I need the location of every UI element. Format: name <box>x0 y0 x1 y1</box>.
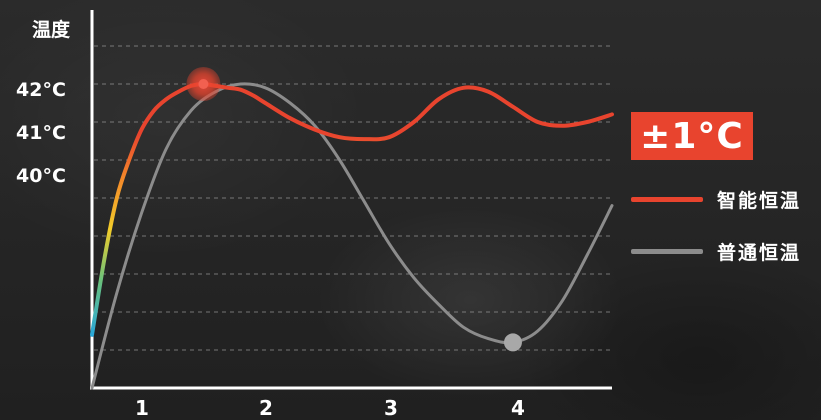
legend-item-smart: 智能恒温 <box>631 186 801 213</box>
legend-label-smart: 智能恒温 <box>717 190 802 212</box>
legend-item-normal: 普通恒温 <box>631 238 801 265</box>
x-tick-label-2: 2 <box>259 396 273 420</box>
legend-line-smart <box>631 197 703 202</box>
marker-normal-trough <box>503 333 522 352</box>
series-line-normal <box>90 82 614 390</box>
y-tick-label-40: 40°C <box>16 165 66 187</box>
grid-lines <box>94 45 612 351</box>
y-tick-label-42: 42°C <box>16 79 66 101</box>
legend-line-normal <box>631 249 703 254</box>
y-axis-label: 温度 <box>32 19 71 41</box>
series-line-smart <box>90 82 614 337</box>
x-tick-label-1: 1 <box>135 396 149 420</box>
marker-smart-peak-core <box>198 79 209 89</box>
legend-label-normal: 普通恒温 <box>717 242 802 264</box>
x-tick-label-3: 3 <box>384 396 398 420</box>
y-tick-label-41: 41°C <box>16 122 66 144</box>
x-tick-label-4: 4 <box>511 396 525 420</box>
tolerance-badge: ±1°C <box>631 112 753 160</box>
